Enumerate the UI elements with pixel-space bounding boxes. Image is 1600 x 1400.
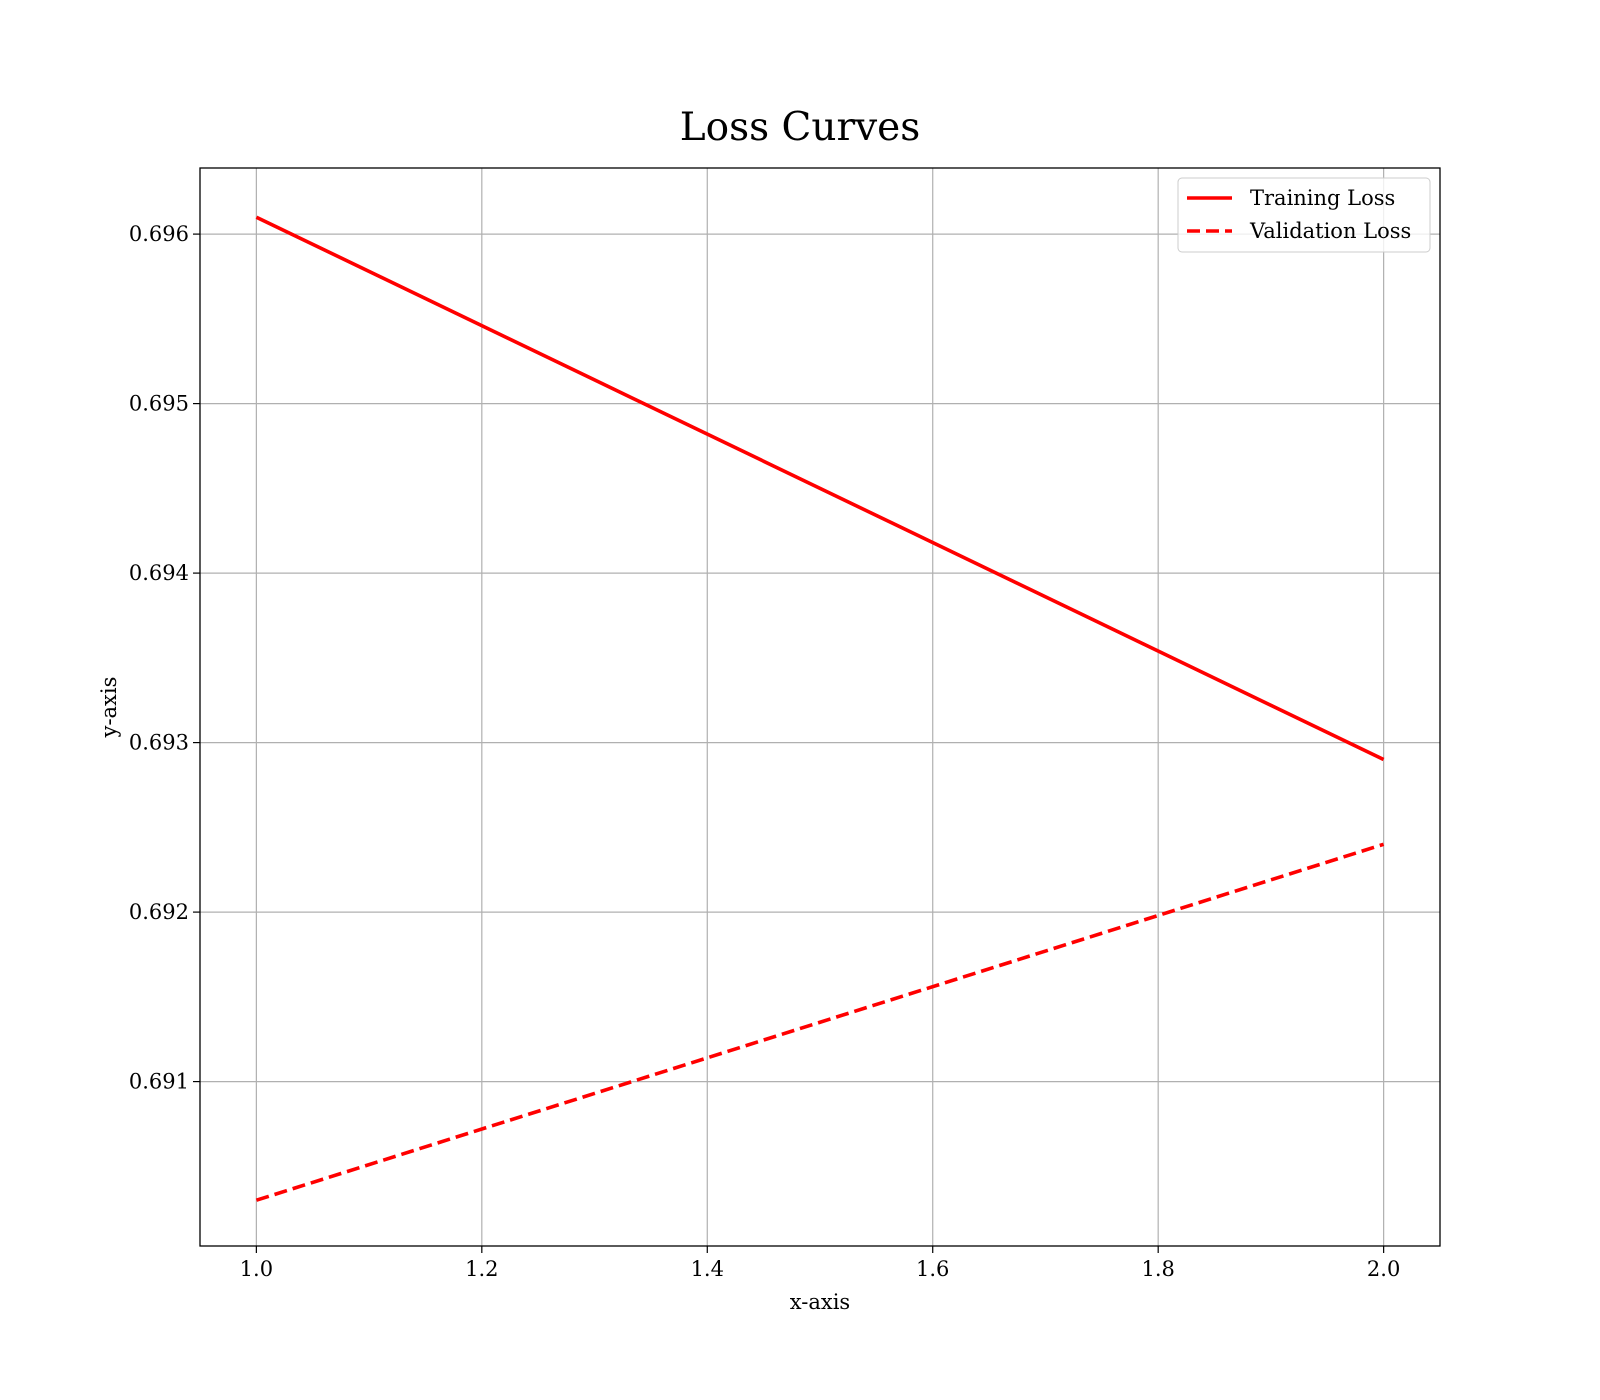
plot-series: [255, 215, 1385, 1202]
series-line-training-loss: [255, 215, 1385, 762]
x-tick-label: 1.6: [916, 1257, 949, 1281]
grid-lines: [200, 168, 1440, 1246]
series-line-validation-loss: [255, 842, 1385, 1202]
x-tick-label: 1.8: [1141, 1257, 1174, 1281]
legend-label: Validation Loss: [1249, 219, 1411, 243]
x-tick-label: 1.2: [465, 1257, 498, 1281]
plot-area-frame: [199, 167, 1441, 1247]
x-tick-label: 2.0: [1367, 1257, 1400, 1281]
x-tick-label: 1.4: [691, 1257, 724, 1281]
legend-label: Training Loss: [1250, 186, 1395, 210]
chart-title: Loss Curves: [680, 105, 921, 150]
y-tick-label: 0.695: [129, 392, 189, 416]
legend-box: [1177, 177, 1431, 253]
y-axis-label: y-axis: [97, 677, 121, 739]
y-tick-label: 0.694: [129, 561, 189, 585]
legend: Training Loss Validation Loss: [1177, 177, 1431, 253]
x-axis-label: x-axis: [790, 1290, 850, 1314]
x-axis-ticks: 1.0 1.2 1.4 1.6 1.8 2.0: [240, 1246, 1400, 1281]
y-tick-label: 0.691: [129, 1070, 189, 1094]
y-tick-label: 0.696: [129, 222, 189, 246]
x-tick-label: 1.0: [240, 1257, 273, 1281]
y-tick-label: 0.693: [129, 731, 189, 755]
y-tick-label: 0.692: [129, 900, 189, 924]
y-axis-ticks: 0.691 0.692 0.693 0.694 0.695 0.696: [129, 222, 200, 1094]
